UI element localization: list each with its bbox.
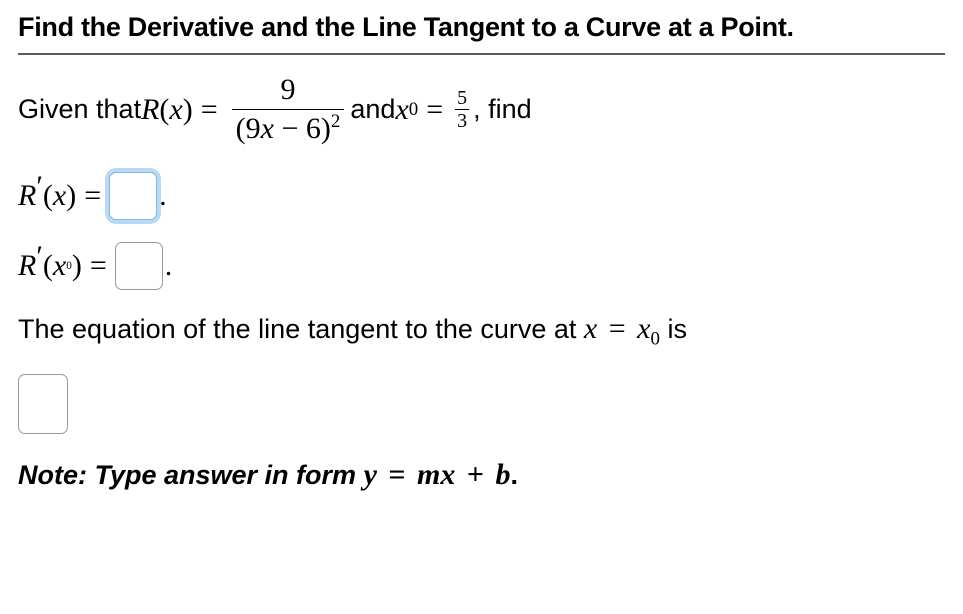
- x0-fraction: 5 3: [455, 88, 469, 131]
- tangent-text2: is: [660, 314, 687, 344]
- and-text: and: [350, 94, 395, 125]
- tangent-text-line: The equation of the line tangent to the …: [18, 312, 945, 350]
- note-dot: .: [510, 460, 518, 490]
- page-title: Find the Derivative and the Line Tangent…: [18, 12, 945, 43]
- deriv2-R: R: [18, 249, 36, 283]
- note-eq: =: [381, 458, 413, 491]
- note-plus: +: [459, 458, 491, 491]
- deriv2-prime: ′: [36, 240, 43, 274]
- equals: =: [201, 93, 218, 127]
- den-var: x: [261, 112, 274, 145]
- frac-denominator: (9x − 6)2: [232, 109, 345, 146]
- x0-den: 3: [455, 109, 469, 131]
- note-y: y: [364, 458, 377, 491]
- tangent-sub: 0: [650, 328, 659, 349]
- close-paren: ): [183, 93, 193, 127]
- fraction: 9 (9x − 6)2: [232, 73, 345, 146]
- deriv1-R: R: [18, 179, 36, 213]
- den-rest: − 6): [274, 112, 331, 145]
- deriv2-open: (: [43, 249, 53, 283]
- note-x: x: [440, 458, 455, 491]
- x0-sub: 0: [409, 99, 418, 121]
- den-prefix: (9: [236, 112, 261, 145]
- x0-eq: =: [426, 93, 443, 127]
- deriv1-close: ): [66, 179, 76, 213]
- note-line: Note: Type answer in form y = mx + b.: [18, 458, 945, 492]
- find-text: , find: [473, 94, 532, 125]
- note-m: m: [417, 458, 440, 491]
- given-prefix: Given that: [18, 94, 141, 125]
- deriv1-x: x: [53, 179, 66, 213]
- deriv2-close: ): [72, 249, 82, 283]
- given-line: Given that R ( x ) = 9 (9x − 6)2 and x0 …: [18, 73, 945, 146]
- deriv2-eq: =: [90, 249, 107, 283]
- deriv-x-line: R′(x) = .: [18, 172, 945, 220]
- note-b: b: [495, 458, 510, 491]
- tangent-x: x: [584, 312, 597, 345]
- tangent-input-row: [18, 374, 945, 434]
- divider: [18, 53, 945, 55]
- tangent-equation-input[interactable]: [18, 374, 68, 434]
- deriv1-open: (: [43, 179, 53, 213]
- deriv1-prime: ′: [36, 170, 43, 204]
- deriv1-dot: .: [159, 179, 167, 213]
- deriv-x-input[interactable]: [109, 172, 157, 220]
- var-x: x: [169, 93, 182, 127]
- deriv-x0-input[interactable]: [115, 242, 163, 290]
- open-paren: (: [159, 93, 169, 127]
- tangent-eq: =: [601, 312, 633, 345]
- tangent-x2: x: [637, 312, 650, 345]
- den-exp: 2: [331, 111, 340, 132]
- deriv2-x: x: [53, 249, 66, 283]
- deriv2-dot: .: [165, 249, 173, 283]
- tangent-text1: The equation of the line tangent to the …: [18, 314, 584, 344]
- x0-var: x: [395, 93, 408, 127]
- deriv1-eq: =: [84, 179, 101, 213]
- x0-num: 5: [455, 88, 469, 109]
- note-prefix: Note: Type answer in form: [18, 460, 364, 490]
- func-name: R: [141, 93, 159, 127]
- deriv-x0-line: R′(x0) = .: [18, 242, 945, 290]
- frac-numerator: 9: [277, 73, 300, 109]
